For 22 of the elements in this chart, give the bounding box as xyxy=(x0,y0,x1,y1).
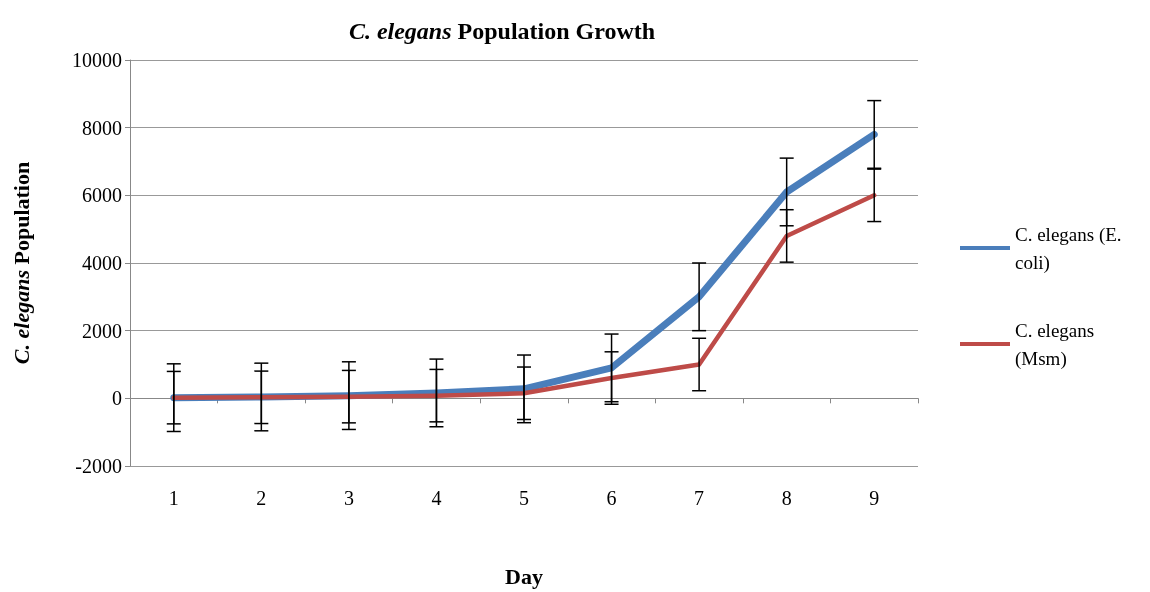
y-axis-title: C. elegans Population xyxy=(8,161,34,365)
y-tick-label: 2000 xyxy=(82,319,122,342)
x-tick-label: 5 xyxy=(519,487,529,509)
x-tick-label: 9 xyxy=(869,487,880,509)
y-tick-label: 0 xyxy=(112,387,122,410)
x-tick-label: 2 xyxy=(256,487,267,509)
x-tick-label: 7 xyxy=(694,487,705,509)
y-tick-label: 8000 xyxy=(82,116,122,139)
legend-label: C. elegans (E. coli) xyxy=(1015,223,1127,274)
legend-label: C. elegans (Msm) xyxy=(1015,319,1099,370)
y-tick-label: 10000 xyxy=(72,49,122,71)
x-tick-label: 3 xyxy=(343,487,354,509)
line-series xyxy=(171,193,877,400)
y-tick-label: 6000 xyxy=(82,184,122,207)
x-tick-label: 1 xyxy=(168,487,179,509)
x-tick-label: 4 xyxy=(431,487,442,509)
x-axis-title: Day xyxy=(505,563,543,589)
x-tick-label: 8 xyxy=(781,487,792,509)
y-tick-label: -2000 xyxy=(75,455,122,477)
x-tick-label: 6 xyxy=(606,487,617,509)
y-tick-label: 4000 xyxy=(82,252,122,274)
chart-title: C. elegans Population Growth xyxy=(348,18,656,44)
